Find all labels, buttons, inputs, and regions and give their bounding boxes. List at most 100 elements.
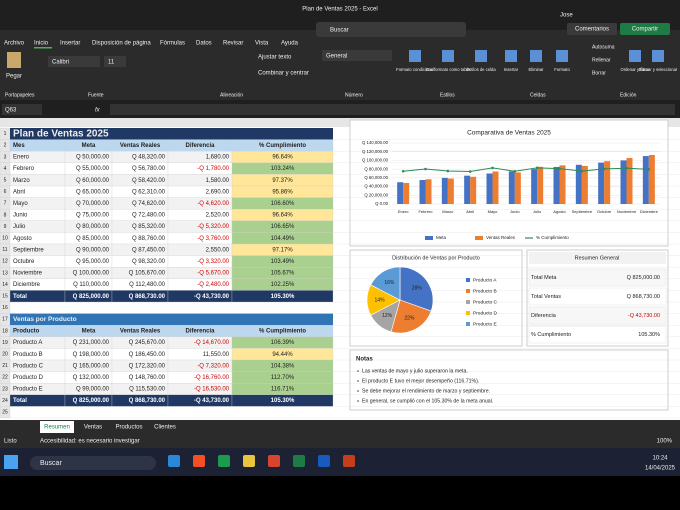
sheet-tab[interactable]: Ventas — [84, 425, 102, 431]
row-number: 9 — [4, 224, 7, 230]
ribbon-icon[interactable] — [652, 50, 664, 62]
menu-tab[interactable]: Fórmulas — [160, 41, 185, 47]
x-tick-label: Julio — [533, 209, 542, 214]
total-text: 105.30% — [271, 294, 295, 300]
total-cell — [231, 394, 334, 407]
ribbon-icon[interactable] — [442, 50, 454, 62]
legend-key — [475, 236, 483, 240]
line-point — [491, 166, 494, 170]
name-box[interactable] — [2, 104, 42, 115]
pie-title: Distribución de Ventas por Producto — [392, 255, 480, 261]
taskbar-search[interactable] — [30, 456, 156, 470]
edit-button[interactable]: Autosuma — [592, 44, 615, 50]
x-tick-label: Agosto — [553, 209, 566, 214]
share-button[interactable] — [620, 23, 670, 35]
search-box[interactable] — [316, 22, 466, 37]
ribbon-icon[interactable] — [556, 50, 568, 62]
formula-input[interactable] — [110, 104, 675, 115]
zoom: 100% — [657, 439, 673, 445]
y-tick-label: Q 100,000.00 — [362, 158, 389, 163]
body-text: 105.67% — [271, 271, 295, 277]
number-format-box[interactable] — [322, 50, 392, 61]
menu-tab[interactable]: Revisar — [223, 41, 243, 47]
font-box[interactable] — [48, 56, 100, 67]
share-text: Compartir — [632, 27, 658, 33]
line-point — [625, 166, 628, 170]
body-text: 102.25% — [271, 282, 295, 288]
ribbon-icon[interactable] — [505, 50, 517, 62]
body-text: Q 48,320.00 — [132, 155, 166, 161]
body-text: Q 186,450.00 — [129, 352, 166, 358]
pie-label: 14% — [375, 297, 386, 303]
menu-tab[interactable]: Inicio — [34, 41, 49, 47]
row-number: 19 — [2, 340, 8, 346]
taskbar-icon[interactable] — [343, 455, 355, 467]
body-text: Q 100,000.00 — [73, 271, 110, 277]
head-text: Ventas Reales — [120, 329, 161, 335]
row-number: 21 — [2, 363, 8, 369]
body-text: 104.38% — [271, 363, 295, 369]
bar — [626, 157, 633, 204]
edit-button[interactable]: Rellenar — [592, 57, 611, 63]
sheet-tab[interactable]: Resumen — [44, 425, 70, 431]
taskbar-icon[interactable] — [193, 455, 205, 467]
menu-tab[interactable]: Datos — [196, 41, 212, 47]
head-text: Diferencia — [185, 329, 215, 335]
row-number: 7 — [4, 201, 7, 207]
taskbar-icon[interactable] — [293, 455, 305, 467]
body-text: 2,550.00 — [206, 247, 230, 253]
ribbon-icon[interactable] — [409, 50, 421, 62]
taskbar-icon[interactable] — [218, 455, 230, 467]
total-text: Total — [13, 398, 27, 404]
taskbar-icon[interactable] — [168, 455, 180, 467]
body-text: Julio — [13, 224, 26, 230]
body-text: Q 55,000.00 — [76, 166, 110, 172]
menu-tab[interactable]: Archivo — [4, 41, 25, 47]
row-number: 14 — [2, 282, 8, 288]
sheet-tab[interactable]: Productos — [115, 425, 142, 431]
ribbon-button: Dar formato como tabla — [426, 67, 470, 72]
ribbon-icon[interactable] — [475, 50, 487, 62]
taskbar-icon[interactable] — [268, 455, 280, 467]
body-text: Q 98,320.00 — [132, 259, 166, 265]
row-number: 20 — [2, 352, 8, 358]
size-box[interactable] — [104, 56, 126, 67]
ribbon-icon[interactable] — [629, 50, 641, 62]
menu-tab[interactable]: Ayuda — [281, 41, 299, 47]
head-text: Producto — [13, 329, 40, 335]
bar — [397, 182, 404, 204]
ribbon-icon[interactable] — [530, 50, 542, 62]
date: 14/04/2025 — [645, 466, 676, 472]
menu-tab[interactable]: Insertar — [60, 41, 80, 47]
total-text: Q 825,000.00 — [73, 294, 110, 300]
head-text: Diferencia — [185, 143, 215, 149]
row-number: 25 — [2, 410, 8, 416]
body-text: Q 115,530.00 — [129, 387, 166, 393]
taskbar-icon[interactable] — [243, 455, 255, 467]
sheet-tab[interactable]: Clientes — [154, 425, 176, 431]
column-headers — [0, 118, 680, 127]
start-button[interactable] — [4, 455, 18, 469]
y-tick-label: Q 40,000.00 — [364, 184, 388, 189]
body-text: Q 80,000.00 — [76, 224, 110, 230]
menu-tab[interactable]: Vista — [255, 41, 269, 47]
body-text: Q 95,000.00 — [76, 259, 110, 265]
row-number: 23 — [2, 386, 8, 392]
wrap-text: Ajustar texto — [258, 55, 292, 61]
table-title: Ventas por Producto — [13, 316, 77, 323]
body-text: Producto E — [13, 387, 43, 393]
body-text: Q 65,000.00 — [76, 189, 110, 195]
body-text: Abril — [13, 189, 25, 195]
body-text: 2,520.00 — [206, 213, 230, 219]
menu-tab[interactable]: Disposición de página — [92, 41, 151, 47]
head-text: Mes — [13, 143, 25, 149]
body-text: Q 231,000.00 — [73, 340, 110, 346]
edit-button[interactable]: Borrar — [592, 70, 606, 76]
comments-button[interactable] — [567, 23, 617, 35]
paste-icon[interactable] — [7, 52, 21, 68]
bar — [470, 176, 477, 204]
taskbar-icon[interactable] — [318, 455, 330, 467]
body-text: Q 58,420.00 — [132, 178, 166, 184]
ribbon-button: Eliminar — [528, 67, 544, 72]
